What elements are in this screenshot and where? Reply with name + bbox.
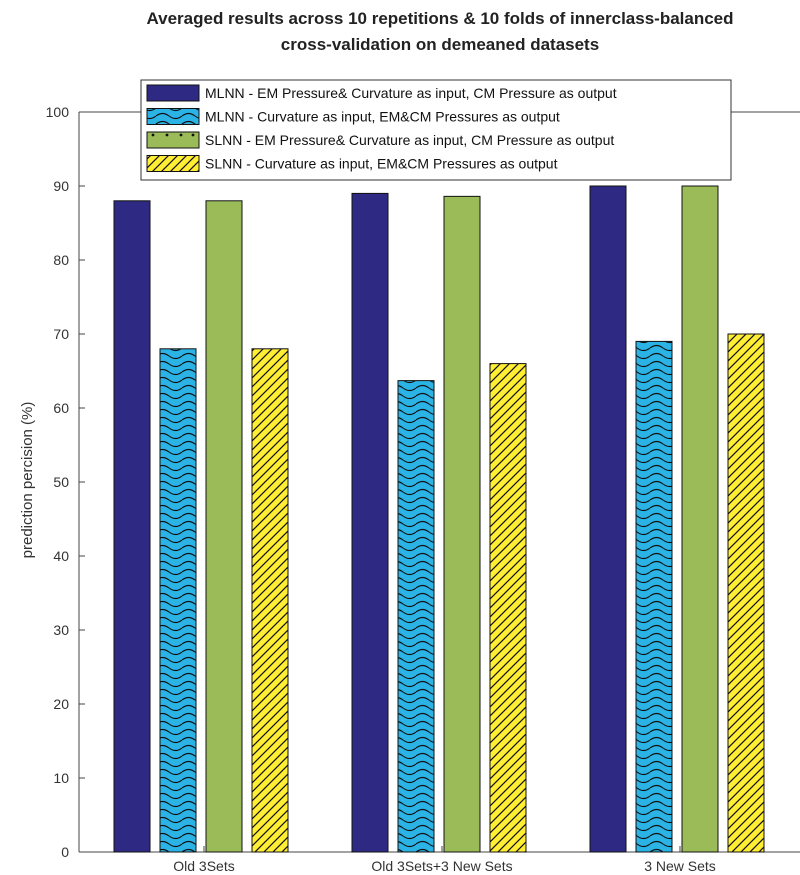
legend: MLNN - EM Pressure& Curvature as input, … <box>140 79 732 181</box>
y-tick-label: 50 <box>53 474 69 490</box>
bar <box>159 348 197 853</box>
x-tick-label: Old 3Sets <box>173 858 234 874</box>
legend-label: MLNN - Curvature as input, EM&CM Pressur… <box>205 109 560 125</box>
chart-title: Averaged results across 10 repetitions &… <box>146 9 733 28</box>
bar <box>397 380 435 853</box>
plot-area: 0 10 20 30 40 50 60 70 80 90 100 Old 3Sets Old 3Sets… <box>46 104 800 874</box>
y-tick-label: 100 <box>46 104 70 120</box>
bar <box>589 185 627 853</box>
legend-swatch-dot <box>165 133 169 137</box>
x-tick-label: Old 3Sets+3 New Sets <box>371 858 512 874</box>
x-tick-label: 3 New Sets <box>644 858 716 874</box>
y-tick-label: 0 <box>61 844 69 860</box>
legend-swatch-dot <box>151 133 155 137</box>
legend-swatch-dot <box>191 133 195 137</box>
bar <box>351 192 389 853</box>
bar <box>113 200 151 853</box>
legend-swatch-dot <box>179 133 183 137</box>
bar <box>251 348 289 853</box>
y-tick-label: 10 <box>53 770 69 786</box>
legend-swatch <box>146 131 200 149</box>
bar <box>681 185 719 853</box>
y-tick-label: 70 <box>53 326 69 342</box>
legend-label: SLNN - Curvature as input, EM&CM Pressur… <box>205 156 558 172</box>
bar <box>727 333 765 853</box>
bar <box>205 200 243 853</box>
legend-swatch <box>146 84 200 102</box>
bar <box>443 195 481 853</box>
y-axis-label: prediction percision (%) <box>19 402 36 559</box>
bar <box>635 340 673 853</box>
legend-box <box>140 79 732 181</box>
chart-subtitle: cross-validation on demeaned datasets <box>281 35 599 54</box>
y-tick-label: 60 <box>53 400 69 416</box>
legend-swatch <box>146 155 200 172</box>
legend-label: MLNN - EM Pressure& Curvature as input, … <box>205 85 617 101</box>
y-tick-label: 40 <box>53 548 69 564</box>
legend-swatch <box>146 108 200 125</box>
y-tick-label: 80 <box>53 252 69 268</box>
y-tick-label: 90 <box>53 178 69 194</box>
y-tick-label: 20 <box>53 696 69 712</box>
legend-label: SLNN - EM Pressure& Curvature as input, … <box>205 132 614 148</box>
bar <box>489 363 527 853</box>
y-tick-label: 30 <box>53 622 69 638</box>
